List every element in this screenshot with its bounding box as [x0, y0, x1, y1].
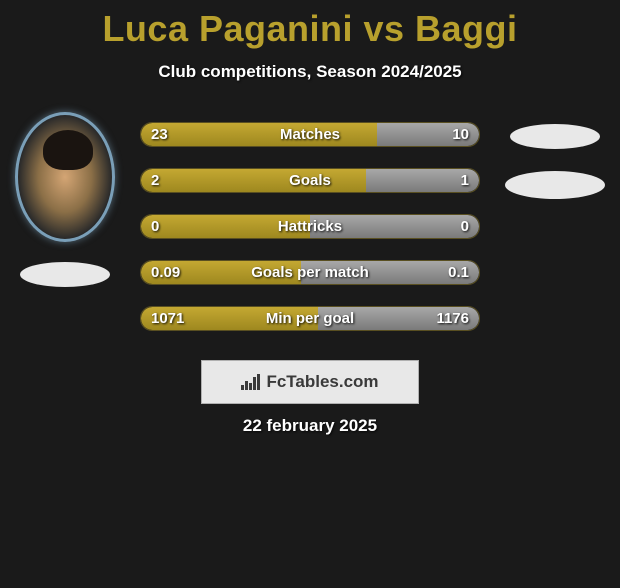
- left-player-column: [10, 112, 120, 287]
- stat-row: Min per goal1071 1176: [140, 306, 480, 331]
- stat-row: Matches23 10: [140, 122, 480, 147]
- stat-value-left: 23: [151, 123, 168, 146]
- left-player-avatar: [15, 112, 115, 242]
- brand-box[interactable]: FcTables.com: [201, 360, 419, 404]
- comparison-bars: Matches23 10 Goals2 1 Hattricks0 0 Goals per m…: [140, 122, 480, 352]
- brand-text: FcTables.com: [266, 372, 378, 392]
- left-player-club-pill: [20, 262, 110, 287]
- stat-value-left: 0: [151, 215, 159, 238]
- stat-value-left: 1071: [151, 307, 184, 330]
- page-title: Luca Paganini vs Baggi: [0, 8, 620, 50]
- stat-label: Goals: [141, 169, 479, 192]
- stat-value-right: 1: [461, 169, 469, 192]
- stat-value-right: 0.1: [448, 261, 469, 284]
- right-player-pill-1: [510, 124, 600, 149]
- stat-row: Goals2 1: [140, 168, 480, 193]
- right-player-column: [500, 112, 610, 199]
- chart-icon: [241, 374, 260, 390]
- page-subtitle: Club competitions, Season 2024/2025: [0, 62, 620, 82]
- stat-value-left: 0.09: [151, 261, 180, 284]
- right-player-pill-2: [505, 171, 605, 199]
- stat-label: Matches: [141, 123, 479, 146]
- stat-value-right: 10: [452, 123, 469, 146]
- stat-label: Hattricks: [141, 215, 479, 238]
- stat-label: Min per goal: [141, 307, 479, 330]
- stat-value-right: 0: [461, 215, 469, 238]
- footer-date: 22 february 2025: [0, 416, 620, 436]
- stat-value-left: 2: [151, 169, 159, 192]
- stat-row: Hattricks0 0: [140, 214, 480, 239]
- stat-row: Goals per match0.09 0.1: [140, 260, 480, 285]
- stat-label: Goals per match: [141, 261, 479, 284]
- stat-value-right: 1176: [436, 307, 469, 330]
